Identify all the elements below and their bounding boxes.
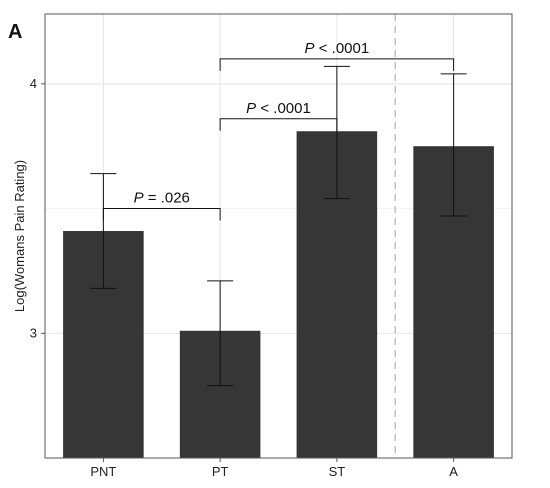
y-tick-label: 4 — [30, 76, 37, 91]
x-tick-label: ST — [329, 464, 346, 479]
significance-bracket — [219, 118, 338, 131]
plot-border — [44, 13, 513, 459]
p-symbol: P — [246, 100, 256, 117]
p-value: < .0001 — [315, 40, 370, 57]
p-symbol: P — [134, 190, 144, 207]
x-tick-label: A — [449, 464, 458, 479]
p-symbol: P — [305, 40, 315, 57]
y-tick-label: 3 — [30, 325, 37, 340]
y-axis-title: Log(Womans Pain Rating) — [12, 160, 27, 312]
panel-label: A — [8, 21, 22, 43]
significance-label: P < .0001 — [305, 40, 370, 57]
p-value: = .026 — [144, 190, 190, 207]
significance-bracket — [219, 58, 455, 71]
axes: 3 4 PNT PT ST A — [30, 76, 459, 479]
x-tick-label: PNT — [90, 464, 116, 479]
x-tick-label: PT — [212, 464, 229, 479]
significance-label: P = .026 — [134, 190, 190, 207]
error-bars — [90, 65, 467, 387]
p-value: < .0001 — [256, 100, 311, 117]
significance-label: P < .0001 — [246, 100, 311, 117]
significance-bracket — [102, 208, 221, 221]
